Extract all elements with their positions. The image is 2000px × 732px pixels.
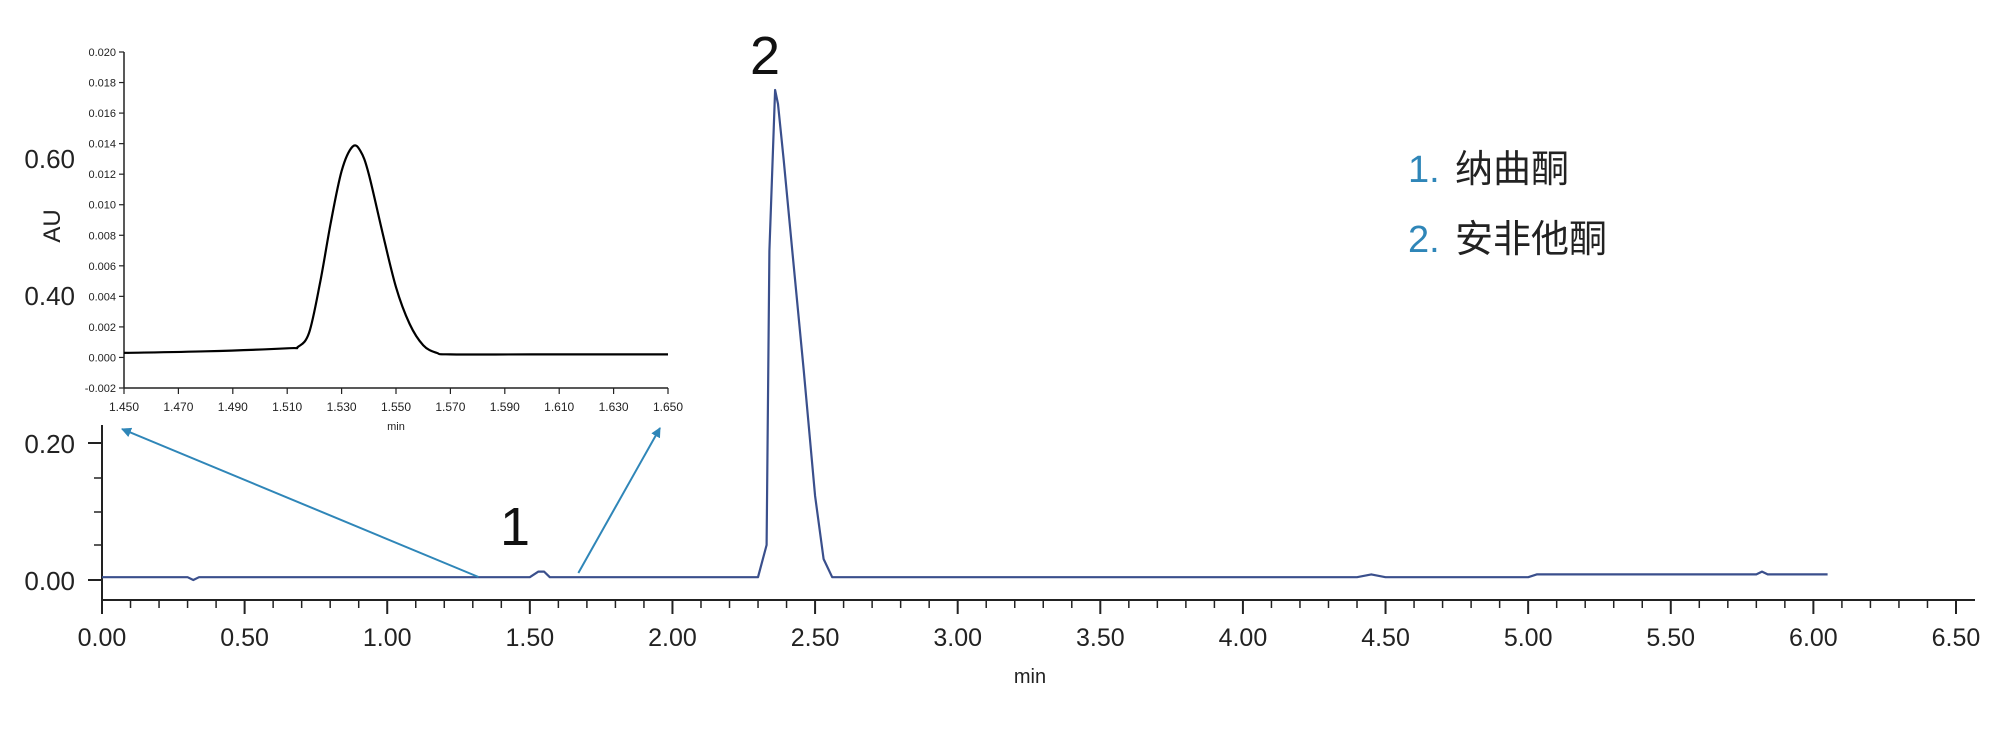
inset-x-tick-label: 1.550: [381, 400, 411, 414]
legend-entry-2: 2. 安非他酮: [1408, 219, 1607, 261]
inset-trace-group: [123, 144, 668, 356]
main-x-tick-label: 2.00: [648, 624, 697, 652]
inset-x-tick-label: 1.630: [599, 400, 629, 414]
legend-entry-1: 1. 纳曲酮: [1408, 149, 1569, 191]
main-y-tick-label: 0.20: [24, 429, 75, 459]
inset-x-axis-title: min: [387, 421, 405, 433]
zoom-arrows: [121, 427, 661, 578]
main-x-tick-label: 2.50: [791, 624, 840, 652]
main-x-tick-label: 0.00: [78, 624, 127, 652]
main-y-tick-label: 0.00: [24, 566, 75, 596]
inset-y-tick-label: -0.002: [85, 383, 116, 395]
main-axes: 0.00 0.50 1.00 1.50 2.00 2.50 3.00 3.50 4.00 4.50…: [24, 144, 1980, 688]
inset-y-tick-label: 0.004: [88, 291, 116, 303]
inset-y-tick-label: 0.000: [88, 352, 116, 364]
main-x-tick-label: 1.50: [506, 624, 555, 652]
main-x-tick-label: 5.00: [1504, 624, 1553, 652]
main-x-tick-label: 6.00: [1789, 624, 1838, 652]
main-x-tick-label: 0.50: [220, 624, 269, 652]
legend-entry-1-number: 1.: [1408, 149, 1440, 191]
inset-y-tick-label: 0.012: [88, 169, 116, 181]
legend-entry-1-name: 纳曲酮: [1455, 149, 1569, 191]
inset-y-tick-label: 0.006: [88, 261, 116, 273]
peak-label-2: 2: [750, 26, 780, 86]
inset-x-tick-label: 1.450: [109, 400, 139, 414]
inset-x-tick-label: 1.490: [218, 400, 248, 414]
main-x-tick-label: 4.00: [1219, 624, 1268, 652]
inset-y-tick-label: 0.008: [88, 230, 116, 242]
main-x-tick-label: 1.00: [363, 624, 412, 652]
peak-label-1: 1: [500, 497, 530, 557]
inset-trace-line: [123, 144, 668, 356]
zoom-arrow-right: [577, 427, 661, 574]
inset-x-tick-label: 1.590: [490, 400, 520, 414]
peak-labels: 12: [500, 26, 780, 557]
main-trace-group: [102, 88, 1828, 582]
legend-entry-2-name: 安非他酮: [1455, 219, 1607, 261]
inset-y-tick-label: 0.014: [88, 139, 116, 151]
main-x-tick-label: 3.00: [933, 624, 982, 652]
inset-x-tick-label: 1.470: [163, 400, 193, 414]
inset-y-tick-label: 0.010: [88, 200, 116, 212]
main-x-tick-label: 5.50: [1646, 624, 1695, 652]
inset-y-tick-label: 0.016: [88, 108, 116, 120]
main-y-tick-label: 0.60: [24, 144, 75, 174]
inset-y-tick-label: 0.018: [88, 78, 116, 90]
inset-y-tick-label: 0.020: [88, 47, 116, 59]
main-y-axis-title: AU: [39, 209, 66, 242]
inset-x-tick-label: 1.610: [544, 400, 574, 414]
inset-x-tick-label: 1.570: [435, 400, 465, 414]
inset-x-tick-label: 1.530: [327, 400, 357, 414]
main-x-tick-label: 6.50: [1932, 624, 1981, 652]
main-x-tick-label: 3.50: [1076, 624, 1125, 652]
main-trace-line: [102, 88, 1828, 582]
inset-axes: 1.450 1.470 1.490 1.510 1.530 1.550 1.570 1.590…: [85, 47, 684, 433]
main-y-tick-label: 0.40: [24, 281, 75, 311]
inset-x-tick-label: 1.650: [653, 400, 683, 414]
legend: 1. 纳曲酮 2. 安非他酮: [1408, 149, 1607, 261]
main-x-axis-title: min: [1014, 666, 1046, 688]
inset-x-tick-label: 1.510: [272, 400, 302, 414]
main-x-tick-label: 4.50: [1361, 624, 1410, 652]
legend-entry-2-number: 2.: [1408, 219, 1440, 261]
zoom-arrow-left: [121, 427, 479, 578]
inset-y-tick-label: 0.002: [88, 322, 116, 334]
